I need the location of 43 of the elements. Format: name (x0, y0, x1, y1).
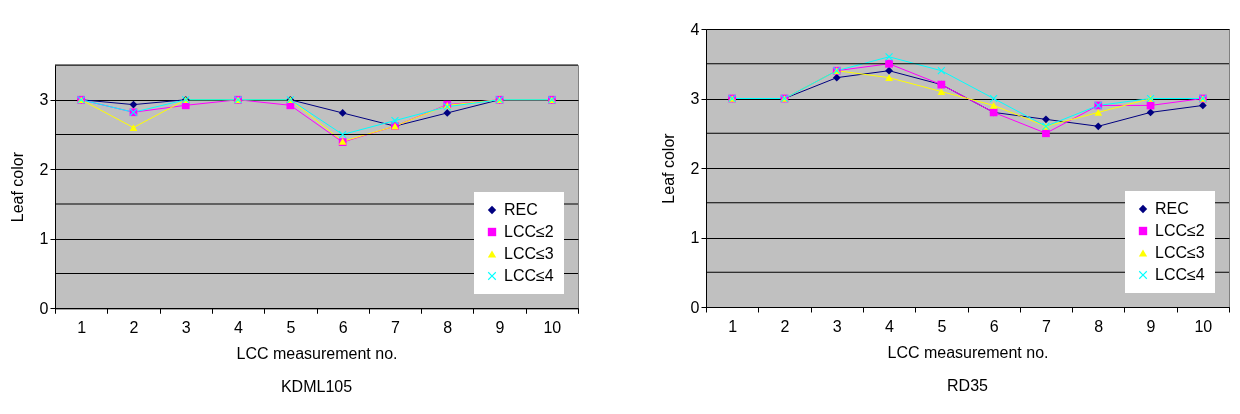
text: KDML105 (280, 378, 353, 396)
x-tick-label: 7 (391, 318, 400, 336)
legend-label: LCC≤4 (1155, 266, 1205, 283)
x-tick-label: 1 (728, 317, 738, 335)
x-tick-label: 4 (234, 318, 244, 336)
x-tick-label: 2 (129, 318, 139, 336)
x-tick-label: 3 (832, 317, 842, 335)
x-tick-label: 10 (1194, 317, 1213, 335)
text: RD35 (947, 377, 989, 394)
y-tick-label: 0 (690, 298, 700, 316)
legend-label: LCC≤3 (1155, 244, 1205, 261)
y-tick-label: 4 (690, 20, 700, 38)
x-tick-label: 9 (495, 318, 505, 336)
y-tick-label: 3 (690, 90, 700, 107)
x-axis-title: LCC measurement no. (887, 343, 1049, 361)
y-axis-title: Leaf color (659, 132, 677, 204)
legend-label: REC (1155, 200, 1189, 217)
x-tick-label: 5 (937, 317, 947, 335)
x-tick-label: 8 (1094, 317, 1104, 335)
legend-label: LCC≤2 (1155, 222, 1205, 239)
x-tick-label: 4 (885, 317, 895, 335)
y-tick-label: 1 (690, 229, 700, 246)
x-tick-label: 7 (1042, 317, 1051, 335)
y-tick-label: 1 (39, 230, 49, 248)
x-tick-label: 1 (77, 318, 87, 336)
x-axis-title: LCC measurement no. (236, 344, 398, 362)
x-tick-label: 5 (286, 318, 296, 336)
legend-label: LCC≤3 (504, 245, 554, 262)
x-tick-label: 2 (780, 317, 790, 335)
x-tick-label: 6 (338, 318, 348, 336)
y-tick-label: 0 (39, 299, 49, 317)
x-tick-label: 10 (543, 318, 562, 336)
x-tick-label: 3 (181, 318, 191, 336)
legend-label: LCC≤4 (504, 267, 554, 284)
legend-label: LCC≤2 (504, 223, 554, 240)
y-tick-label: 3 (39, 91, 49, 109)
legend-label: REC (504, 201, 538, 218)
y-tick-label: 2 (690, 159, 700, 177)
x-tick-label: 9 (1146, 317, 1156, 335)
x-tick-label: 6 (989, 317, 999, 335)
y-axis-title: Leaf color (8, 151, 26, 223)
x-tick-label: 8 (443, 318, 453, 336)
y-tick-label: 2 (39, 160, 49, 178)
